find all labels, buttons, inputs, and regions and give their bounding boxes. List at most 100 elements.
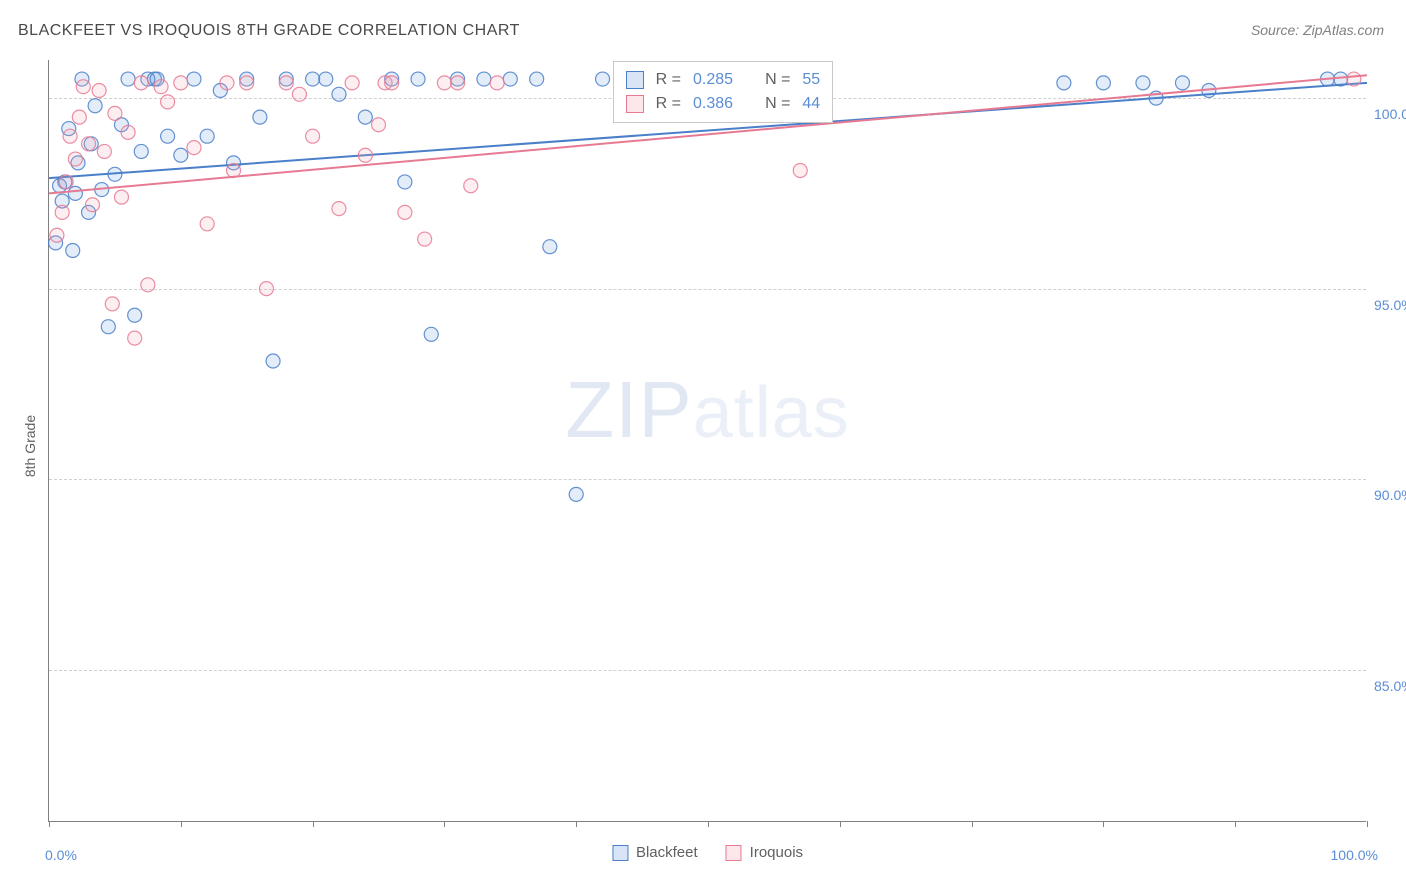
scatter-point-blackfeet [530,72,544,86]
scatter-point-blackfeet [1136,76,1150,90]
scatter-point-iroquois [50,228,64,242]
xtick [972,821,973,827]
scatter-point-iroquois [154,80,168,94]
y-axis-label: 8th Grade [22,415,38,477]
scatter-point-blackfeet [503,72,517,86]
scatter-point-blackfeet [477,72,491,86]
legend-label: Iroquois [750,844,803,861]
scatter-point-blackfeet [596,72,610,86]
ytick-label: 95.0% [1374,297,1406,313]
scatter-point-blackfeet [134,144,148,158]
scatter-point-iroquois [114,190,128,204]
r-value: 0.285 [693,68,733,92]
xtick [576,821,577,827]
scatter-point-blackfeet [569,487,583,501]
scatter-point-blackfeet [128,308,142,322]
scatter-point-iroquois [451,76,465,90]
bottom-legend: Blackfeet Iroquois [612,844,803,861]
scatter-point-iroquois [121,125,135,139]
legend-swatch [612,845,628,861]
scatter-point-blackfeet [358,110,372,124]
source-attribution: Source: ZipAtlas.com [1251,22,1384,38]
legend-item: Blackfeet [612,844,698,861]
scatter-point-iroquois [187,141,201,155]
scatter-point-iroquois [464,179,478,193]
xtick [840,821,841,827]
scatter-point-iroquois [259,282,273,296]
scatter-point-iroquois [332,202,346,216]
ytick-label: 90.0% [1374,487,1406,503]
scatter-point-blackfeet [411,72,425,86]
legend-swatch [726,845,742,861]
scatter-point-blackfeet [1175,76,1189,90]
n-label: N = [765,92,790,116]
scatter-point-iroquois [63,129,77,143]
stats-swatch [626,95,644,113]
scatter-point-iroquois [161,95,175,109]
scatter-point-iroquois [141,278,155,292]
stats-swatch [626,71,644,89]
scatter-point-iroquois [97,144,111,158]
r-value: 0.386 [693,92,733,116]
scatter-point-iroquois [490,76,504,90]
xtick-label-min: 0.0% [45,847,77,863]
scatter-point-blackfeet [1096,76,1110,90]
scatter-point-blackfeet [424,327,438,341]
scatter-point-blackfeet [187,72,201,86]
ytick-label: 85.0% [1374,678,1406,694]
legend-label: Blackfeet [636,844,698,861]
scatter-point-blackfeet [101,320,115,334]
n-value: 55 [802,68,820,92]
scatter-point-blackfeet [161,129,175,143]
scatter-point-iroquois [55,205,69,219]
scatter-point-iroquois [345,76,359,90]
scatter-point-iroquois [418,232,432,246]
chart-title: BLACKFEET VS IROQUOIS 8TH GRADE CORRELAT… [18,22,520,40]
scatter-point-iroquois [398,205,412,219]
scatter-point-iroquois [85,198,99,212]
scatter-point-iroquois [108,106,122,120]
scatter-point-iroquois [220,76,234,90]
scatter-point-blackfeet [68,186,82,200]
n-label: N = [765,68,790,92]
scatter-point-blackfeet [174,148,188,162]
scatter-point-iroquois [372,118,386,132]
scatter-point-iroquois [59,175,73,189]
scatter-point-blackfeet [1057,76,1071,90]
stats-legend-box: R =0.285N =55R =0.386N =44 [613,61,834,123]
xtick [708,821,709,827]
scatter-point-iroquois [82,137,96,151]
scatter-point-blackfeet [543,240,557,254]
r-label: R = [656,92,681,116]
scatter-point-iroquois [279,76,293,90]
scatter-point-iroquois [437,76,451,90]
xtick [181,821,182,827]
scatter-point-blackfeet [306,72,320,86]
scatter-point-iroquois [68,152,82,166]
scatter-point-blackfeet [200,129,214,143]
scatter-point-iroquois [240,76,254,90]
scatter-point-iroquois [76,80,90,94]
scatter-point-iroquois [793,163,807,177]
stats-row: R =0.386N =44 [626,92,821,116]
plot-area: ZIPatlas 85.0%90.0%95.0%100.0% R =0.285N… [48,60,1366,822]
xtick [1235,821,1236,827]
xtick [1103,821,1104,827]
scatter-point-iroquois [72,110,86,124]
xtick [1367,821,1368,827]
scatter-point-blackfeet [266,354,280,368]
scatter-point-blackfeet [398,175,412,189]
scatter-point-iroquois [92,83,106,97]
scatter-point-iroquois [128,331,142,345]
r-label: R = [656,68,681,92]
legend-item: Iroquois [726,844,803,861]
xtick-label-max: 100.0% [1331,847,1378,863]
scatter-point-blackfeet [253,110,267,124]
scatter-point-blackfeet [66,244,80,258]
xtick [49,821,50,827]
scatter-point-iroquois [174,76,188,90]
scatter-point-blackfeet [319,72,333,86]
scatter-point-iroquois [134,76,148,90]
xtick [313,821,314,827]
scatter-svg [49,60,1366,821]
